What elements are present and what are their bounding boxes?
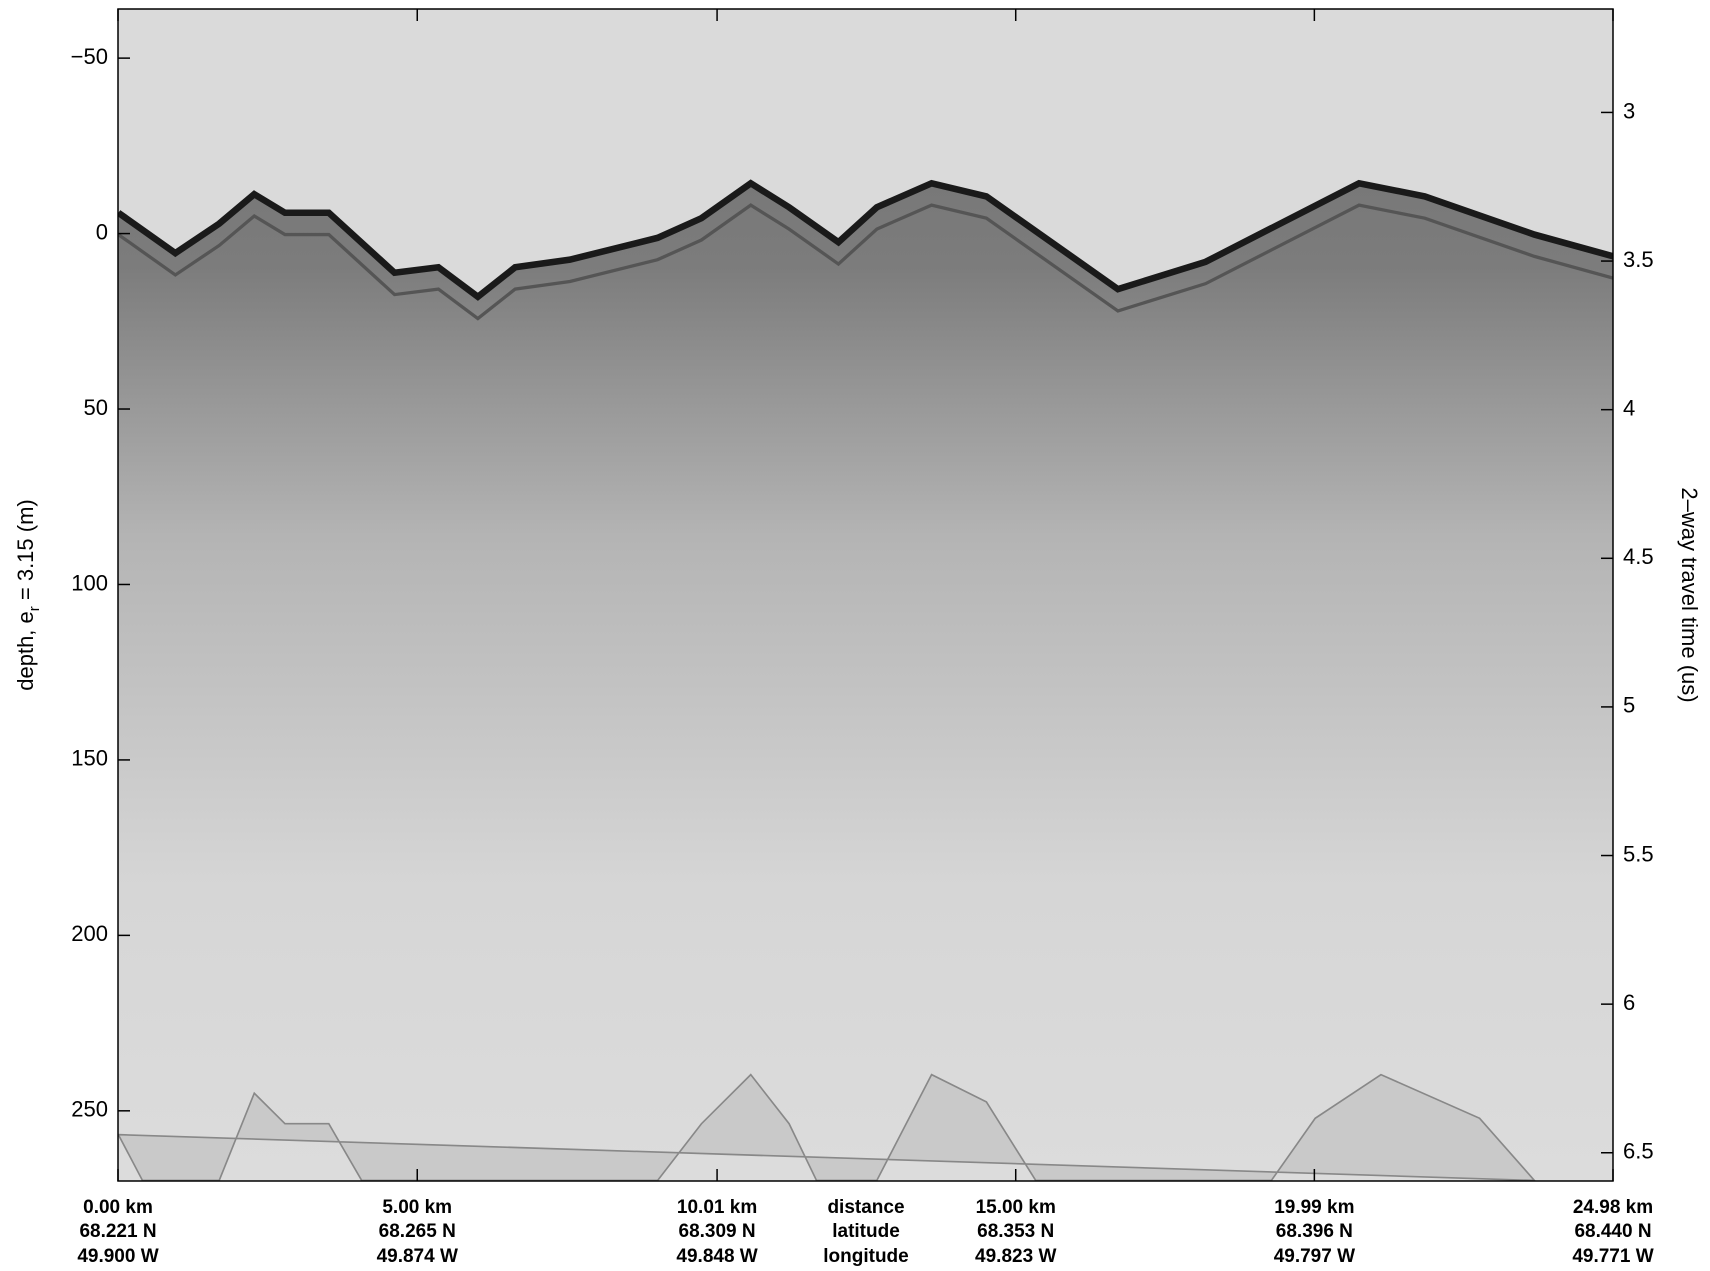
- latitude-label: 68.353 N: [977, 1221, 1054, 1242]
- x-tick-label: 15.00 km: [976, 1197, 1056, 1218]
- y2-tick-label: 3: [1623, 98, 1635, 123]
- y-tick-label: 250: [71, 1097, 108, 1122]
- latitude-label: 68.221 N: [79, 1221, 156, 1242]
- longitude-label: 49.900 W: [77, 1246, 158, 1267]
- x-tick-label: 10.01 km: [677, 1197, 757, 1218]
- latitude-label: 68.396 N: [1276, 1221, 1353, 1242]
- y-axis-label-sub: r: [26, 606, 43, 611]
- y-axis-label-text: depth, e: [13, 611, 38, 691]
- y2-axis-label: 2–way travel time (us): [1677, 487, 1702, 702]
- longitude-label: 49.797 W: [1274, 1246, 1355, 1267]
- row-label: latitude: [832, 1221, 900, 1242]
- x-tick-label: 5.00 km: [382, 1197, 452, 1218]
- longitude-label: 49.823 W: [975, 1246, 1056, 1267]
- y2-tick-label: 5.5: [1623, 841, 1654, 866]
- y-axis-label: depth, er = 3.15 (m): [13, 499, 43, 691]
- latitude-label: 68.440 N: [1574, 1221, 1651, 1242]
- y2-tick-label: 4: [1623, 395, 1635, 420]
- x-tick-label: 19.99 km: [1274, 1197, 1354, 1218]
- row-label: longitude: [823, 1246, 908, 1267]
- echogram: [118, 9, 1613, 1181]
- y-tick-label: 0: [96, 219, 108, 244]
- row-label: distance: [827, 1197, 904, 1218]
- y-tick-label: −50: [71, 44, 108, 69]
- latitude-label: 68.309 N: [679, 1221, 756, 1242]
- plot-frame: [117, 8, 1614, 1182]
- x-tick-label: 0.00 km: [83, 1197, 153, 1218]
- latitude-label: 68.265 N: [379, 1221, 456, 1242]
- y-axis-label-suffix: = 3.15 (m): [13, 499, 38, 606]
- y-tick-label: 200: [71, 921, 108, 946]
- y-tick-label: 100: [71, 570, 108, 595]
- y-tick-label: 150: [71, 746, 108, 771]
- longitude-label: 49.874 W: [377, 1246, 458, 1267]
- longitude-label: 49.771 W: [1572, 1246, 1653, 1267]
- longitude-label: 49.848 W: [676, 1246, 757, 1267]
- y2-tick-label: 6.5: [1623, 1139, 1654, 1164]
- y-tick-label: 50: [84, 395, 108, 420]
- y2-tick-label: 4.5: [1623, 544, 1654, 569]
- y2-tick-label: 6: [1623, 990, 1635, 1015]
- y2-tick-label: 3.5: [1623, 247, 1654, 272]
- y2-tick-label: 5: [1623, 693, 1635, 718]
- x-tick-label: 24.98 km: [1573, 1197, 1653, 1218]
